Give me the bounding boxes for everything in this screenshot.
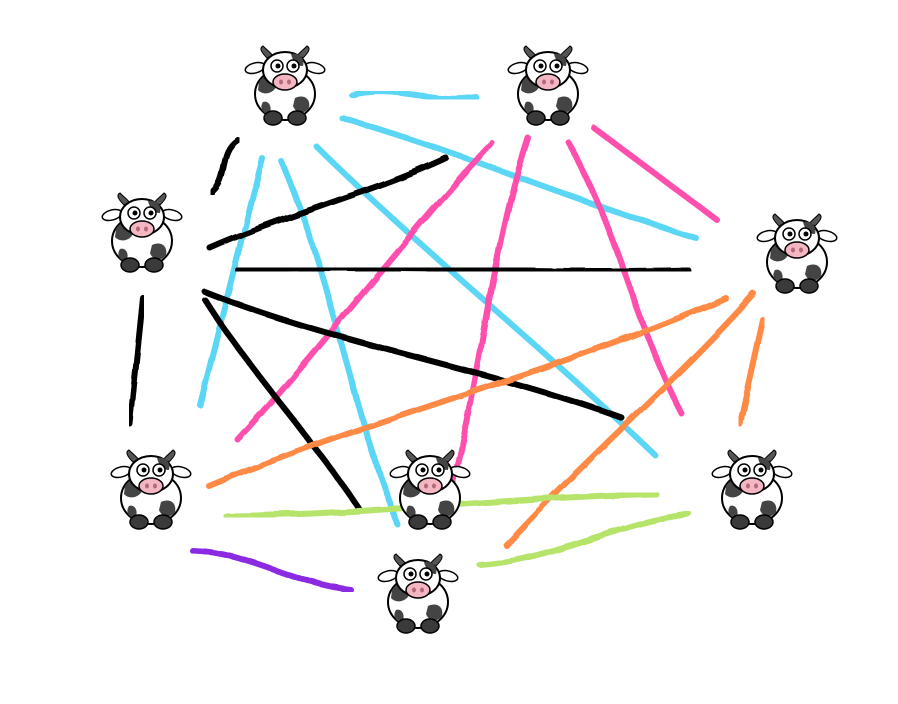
nodes-layer — [100, 45, 839, 634]
edge-cow-1-cow-3 — [209, 137, 241, 195]
edge-cow-4-cow-6 — [503, 291, 757, 548]
edge-cow-2-cow-8 — [565, 139, 685, 417]
edge-cow-3-cow-8 — [202, 297, 363, 513]
edges-layer — [127, 88, 766, 593]
cow-icon — [109, 449, 193, 530]
cow-icon — [710, 449, 794, 530]
edge-cow-1-cow-5 — [197, 155, 265, 408]
edge-cow-2-cow-4 — [591, 125, 720, 223]
edge-cow-2-cow-6 — [441, 135, 531, 519]
edge-cow-1-cow-2 — [349, 88, 479, 102]
edge-cow-4-cow-5 — [206, 295, 729, 489]
edge-cow-2-cow-3 — [207, 155, 449, 251]
edge-cow-2-cow-5 — [235, 140, 495, 443]
edge-cow-3-cow-6 — [202, 289, 625, 421]
edge-cow-1-cow-6 — [279, 159, 401, 528]
edge-cow-3-cow-4 — [235, 265, 691, 275]
edge-cow-6-cow-7 — [189, 547, 354, 593]
cow-icon — [376, 553, 460, 634]
cow-icon — [100, 192, 184, 273]
edge-cow-3-cow-5 — [127, 295, 146, 427]
edge-cow-5-cow-6 — [477, 511, 692, 568]
edge-cow-4-cow-7 — [737, 317, 766, 427]
cow-icon — [755, 213, 839, 294]
cow-icon — [506, 45, 590, 126]
cow-icon — [243, 45, 327, 126]
